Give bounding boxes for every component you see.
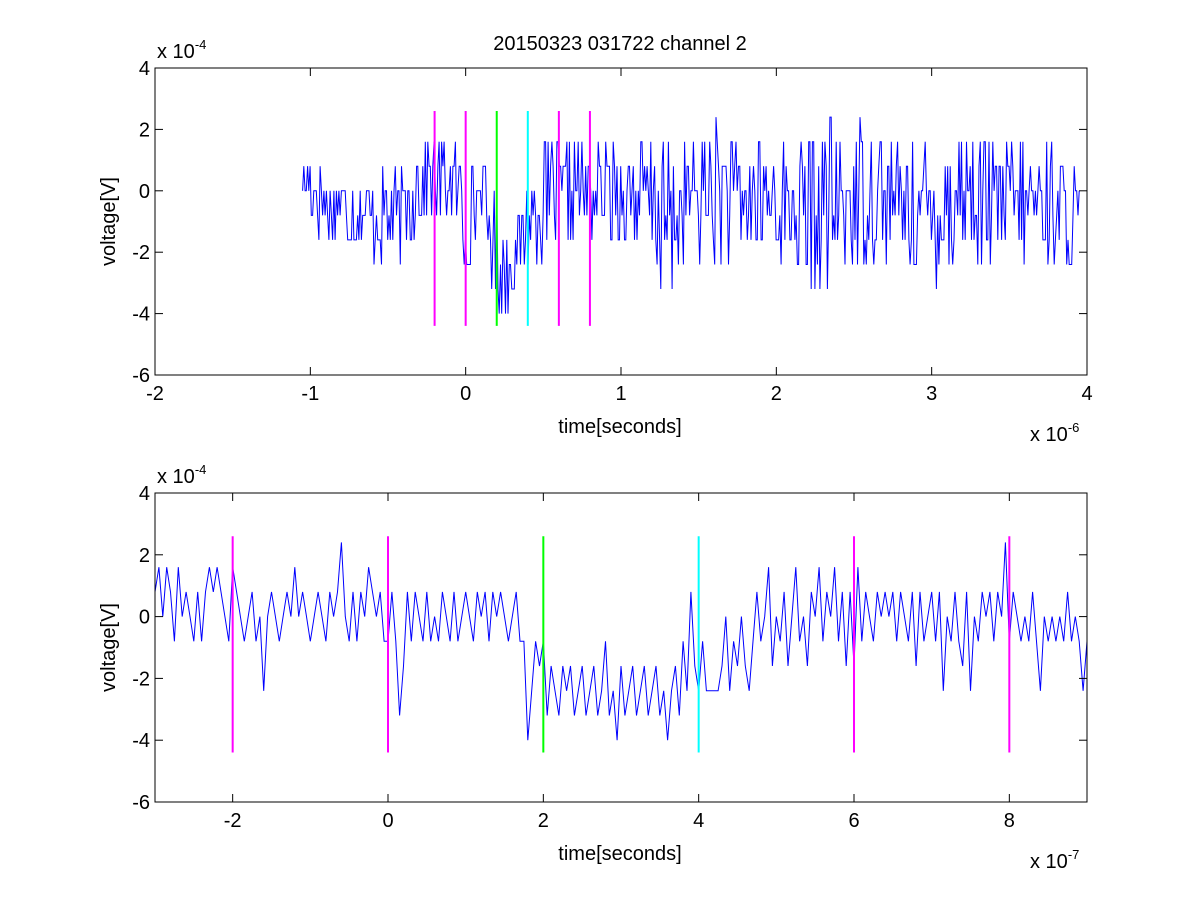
bottom-y-tick-label: 2 [139,545,150,567]
bottom-x-tick-label: 4 [693,810,704,832]
top-x-tick-label: 2 [771,383,782,405]
top-x-exponent: x 10-6 [1030,420,1079,446]
bottom-x-exponent-base: x 10 [1030,851,1068,873]
top-y-tick-label: 2 [139,119,150,141]
bottom-y-tick-label: -4 [132,730,150,752]
top-voltage-trace [302,116,1080,314]
top-plot-area [155,68,1087,375]
bottom-x-exponent-power: -7 [1068,847,1080,862]
bottom-x-tick-label: 0 [382,810,393,832]
bottom-x-tick-label: 2 [538,810,549,832]
top-x-tick-label: 3 [926,383,937,405]
top-y-tick-label: 0 [139,181,150,203]
top-y-tick-label: -4 [132,304,150,326]
top-x-tick-label: 0 [460,383,471,405]
top-x-tick-label: 1 [615,383,626,405]
bottom-axes-box [154,492,1088,803]
bottom-y-tick-label: 4 [139,483,150,505]
figure-title: 20150323 031722 channel 2 [493,33,747,55]
top-x-tick-label: 4 [1081,383,1092,405]
top-x-axis-label: time[seconds] [558,416,681,438]
top-y-axis-label: voltage[V] [98,177,120,266]
top-x-tick-label: -2 [146,383,164,405]
bottom-subplot: -2 0 2 4 6 8 -6 -4 -2 0 2 4 time[seconds] voltage[V… [98,462,1088,873]
top-x-tick-label: -1 [301,383,319,405]
top-y-tick-label: -6 [132,365,150,387]
bottom-x-tick-label: -2 [224,810,242,832]
bottom-y-exponent-base: x 10 [157,466,195,488]
bottom-y-axis-label: voltage[V] [98,603,120,692]
top-x-exponent-base: x 10 [1030,424,1068,446]
top-y-exponent: x 10-4 [157,37,206,63]
top-ticks: -2 -1 0 1 2 3 4 -6 -4 -2 0 2 4 [132,58,1092,405]
top-y-tick-label: -2 [132,242,150,264]
bottom-y-exponent-power: -4 [195,462,207,477]
bottom-y-tick-label: -6 [132,792,150,814]
bottom-y-tick-label: -2 [132,668,150,690]
top-marks [302,110,1080,326]
bottom-y-exponent: x 10-4 [157,462,206,488]
bottom-x-exponent: x 10-7 [1030,847,1079,873]
bottom-y-tick-label: 0 [139,607,150,629]
bottom-voltage-trace [154,542,1088,741]
bottom-plot-area [155,493,1087,802]
bottom-ticks: -2 0 2 4 6 8 -6 -4 -2 0 2 4 [132,483,1087,832]
top-y-tick-label: 4 [139,58,150,80]
bottom-x-tick-label: 6 [848,810,859,832]
bottom-x-axis-label: time[seconds] [558,843,681,865]
top-y-exponent-base: x 10 [157,41,195,63]
top-y-exponent-power: -4 [195,37,207,52]
bottom-x-tick-label: 8 [1004,810,1015,832]
bottom-marks [154,536,1088,753]
top-x-exponent-power: -6 [1068,420,1080,435]
